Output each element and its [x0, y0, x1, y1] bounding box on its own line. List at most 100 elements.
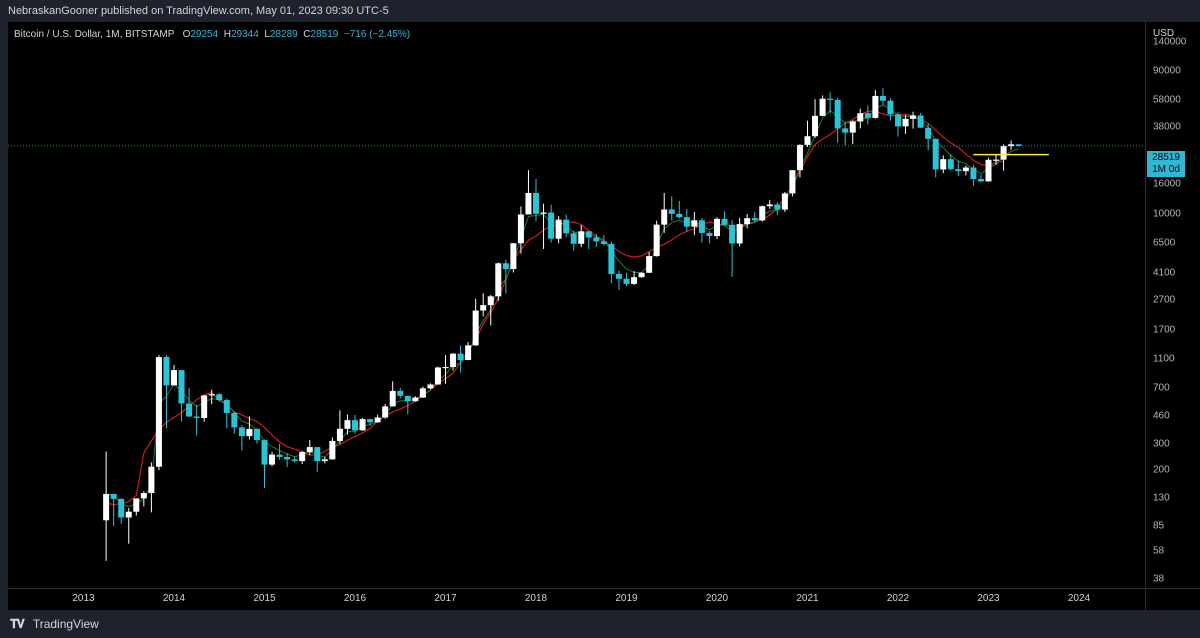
y-tick-label: 460	[1153, 410, 1170, 422]
candle-body	[887, 100, 894, 115]
candle-body	[895, 114, 901, 127]
x-tick-label: 2023	[977, 593, 1000, 604]
candle-body	[879, 95, 886, 101]
candle-body	[661, 209, 668, 225]
x-tick-label: 2018	[524, 593, 548, 604]
symbol-title: Bitcoin / U.S. Dollar, 1M, BITSTAMP	[14, 29, 175, 40]
candle-body	[925, 127, 932, 139]
candle-body	[367, 419, 374, 423]
candle-body	[276, 454, 283, 457]
last-price-timer: 1M 0d	[1152, 164, 1180, 175]
time-axis[interactable]	[8, 588, 1145, 610]
candle-body	[751, 218, 758, 221]
candle-body	[940, 159, 947, 170]
candle-body	[321, 459, 328, 462]
candle-body	[103, 493, 110, 521]
candle-body	[932, 138, 939, 170]
last-price-label: 28519 1M 0d	[1147, 151, 1185, 177]
open-label: O	[182, 29, 191, 40]
y-tick-label: 10000	[1153, 208, 1181, 220]
candle-body	[163, 357, 170, 386]
x-tick-label: 2016	[343, 593, 367, 604]
y-tick-label: 85	[1153, 520, 1165, 532]
candle-body	[849, 121, 856, 133]
candle-body	[465, 345, 472, 360]
y-tick-label: 1100	[1153, 353, 1175, 365]
candle-body	[1008, 144, 1015, 147]
candle-body	[736, 224, 743, 244]
candle-body	[668, 209, 675, 214]
candle-body	[253, 428, 260, 441]
y-tick-label: 200	[1153, 464, 1170, 476]
candle-body	[631, 277, 638, 284]
change-value: −716 (−2.45%)	[343, 29, 411, 40]
candle-body	[902, 118, 909, 127]
candle-body	[1015, 144, 1022, 146]
low-label: L	[264, 29, 270, 40]
currency-label[interactable]: USD	[1153, 28, 1175, 39]
x-tick-label: 2019	[615, 593, 638, 604]
y-tick-label: 58000	[1153, 94, 1181, 106]
candle-body	[450, 353, 457, 367]
candle-body	[208, 394, 215, 396]
y-tick-label: 16000	[1153, 178, 1181, 190]
candle-body	[789, 170, 796, 194]
x-tick-label: 2020	[705, 593, 729, 604]
candle-body	[502, 263, 509, 270]
candle-body	[653, 224, 660, 257]
candle-body	[796, 144, 803, 171]
candle-body	[231, 412, 238, 428]
candle-body	[600, 241, 607, 244]
y-tick-label: 300	[1153, 438, 1170, 450]
high-label: H	[223, 29, 231, 40]
candle-body	[525, 192, 532, 215]
candle-body	[193, 416, 200, 418]
tradingview-logo-icon[interactable]: 𝐓𝐕	[10, 617, 25, 631]
candle-body	[864, 113, 871, 118]
candle-body	[759, 206, 766, 221]
open-value: 29254	[190, 29, 219, 40]
candle-body	[269, 454, 276, 465]
candle-body	[947, 159, 954, 170]
high-value: 29344	[230, 29, 259, 40]
candle-body	[344, 420, 351, 429]
candle-body	[374, 417, 381, 423]
fast-ma-line	[105, 104, 1019, 508]
candle-body	[683, 217, 690, 227]
candle-body	[148, 466, 155, 494]
candle-body	[698, 220, 705, 233]
candle-body	[608, 243, 615, 275]
chart-pane[interactable]	[8, 22, 1145, 588]
candle-body	[706, 232, 713, 237]
candle-body	[744, 218, 751, 225]
candle-body	[171, 370, 177, 386]
candle-body	[540, 212, 547, 214]
candle-body	[314, 447, 321, 462]
candle-body	[834, 99, 841, 129]
brand-name[interactable]: TradingView	[32, 617, 99, 631]
x-tick-label: 2021	[796, 593, 819, 604]
candle-body	[284, 456, 291, 460]
price-axis[interactable]	[1145, 22, 1200, 588]
candle-body	[110, 493, 117, 499]
candle-body	[774, 204, 781, 210]
candle-body	[412, 397, 419, 402]
x-tick-label: 2013	[72, 593, 95, 604]
close-value: 28519	[310, 29, 339, 40]
candle-body	[646, 256, 653, 273]
candle-body	[442, 366, 449, 369]
candle-body	[714, 218, 720, 237]
candle-body	[419, 388, 426, 398]
candle-body	[812, 115, 819, 137]
candle-body	[186, 403, 193, 417]
candle-body	[570, 233, 577, 244]
candle-body	[404, 395, 411, 402]
y-tick-label: 1700	[1153, 324, 1176, 336]
x-tick-label: 2015	[253, 593, 276, 604]
publish-info: NebraskanGooner published on TradingView…	[8, 5, 389, 17]
candle-body	[842, 128, 849, 133]
symbol-legend: Bitcoin / U.S. Dollar, 1M, BITSTAMP O292…	[14, 29, 410, 40]
candle-body	[125, 511, 132, 518]
y-tick-label: 90000	[1153, 65, 1181, 77]
candle-body	[223, 400, 230, 413]
